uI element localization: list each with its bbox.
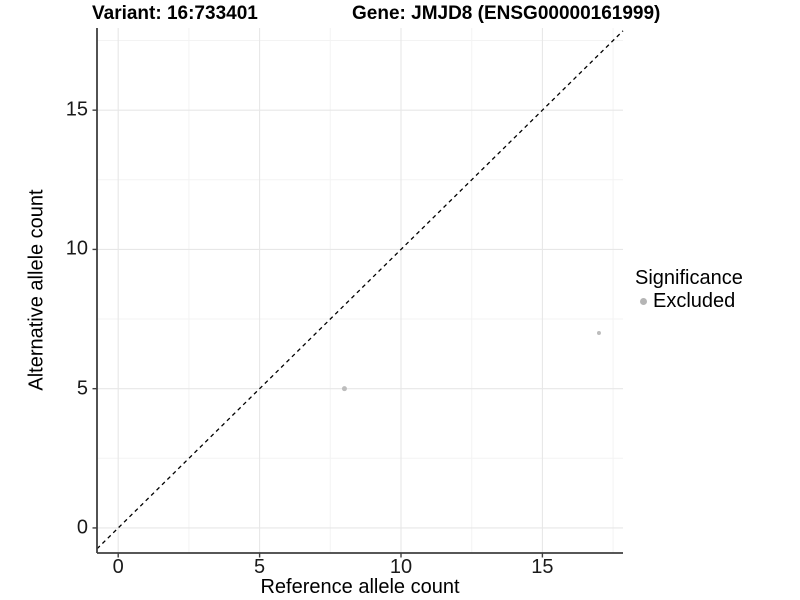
legend-item-excluded: Excluded (635, 290, 743, 312)
data-point (596, 330, 601, 335)
y-tick-label: 5 (76, 377, 88, 400)
legend-item-label: Excluded (653, 290, 736, 312)
y-tick-label: 10 (65, 237, 88, 260)
y-tick-label: 0 (76, 516, 88, 539)
legend-title: Significance (635, 267, 743, 289)
identity-dashed-line (96, 30, 624, 550)
x-tick-label: 10 (389, 556, 413, 578)
data-point (341, 386, 347, 392)
legend: Significance Excluded (635, 266, 743, 312)
y-axis-title: Alternative allele count (25, 189, 48, 391)
x-tick-label: 0 (112, 556, 124, 578)
x-tick-label: 15 (531, 556, 554, 578)
plot-title-variant: Variant: 16:733401 (92, 3, 258, 24)
y-tick-label: 15 (65, 98, 88, 121)
plot-title-gene: Gene: JMJD8 (ENSG00000161999) (352, 3, 661, 24)
excluded-point-icon (640, 297, 647, 305)
x-tick-label: 5 (254, 556, 266, 578)
x-axis-title: Reference allele count (260, 576, 460, 598)
